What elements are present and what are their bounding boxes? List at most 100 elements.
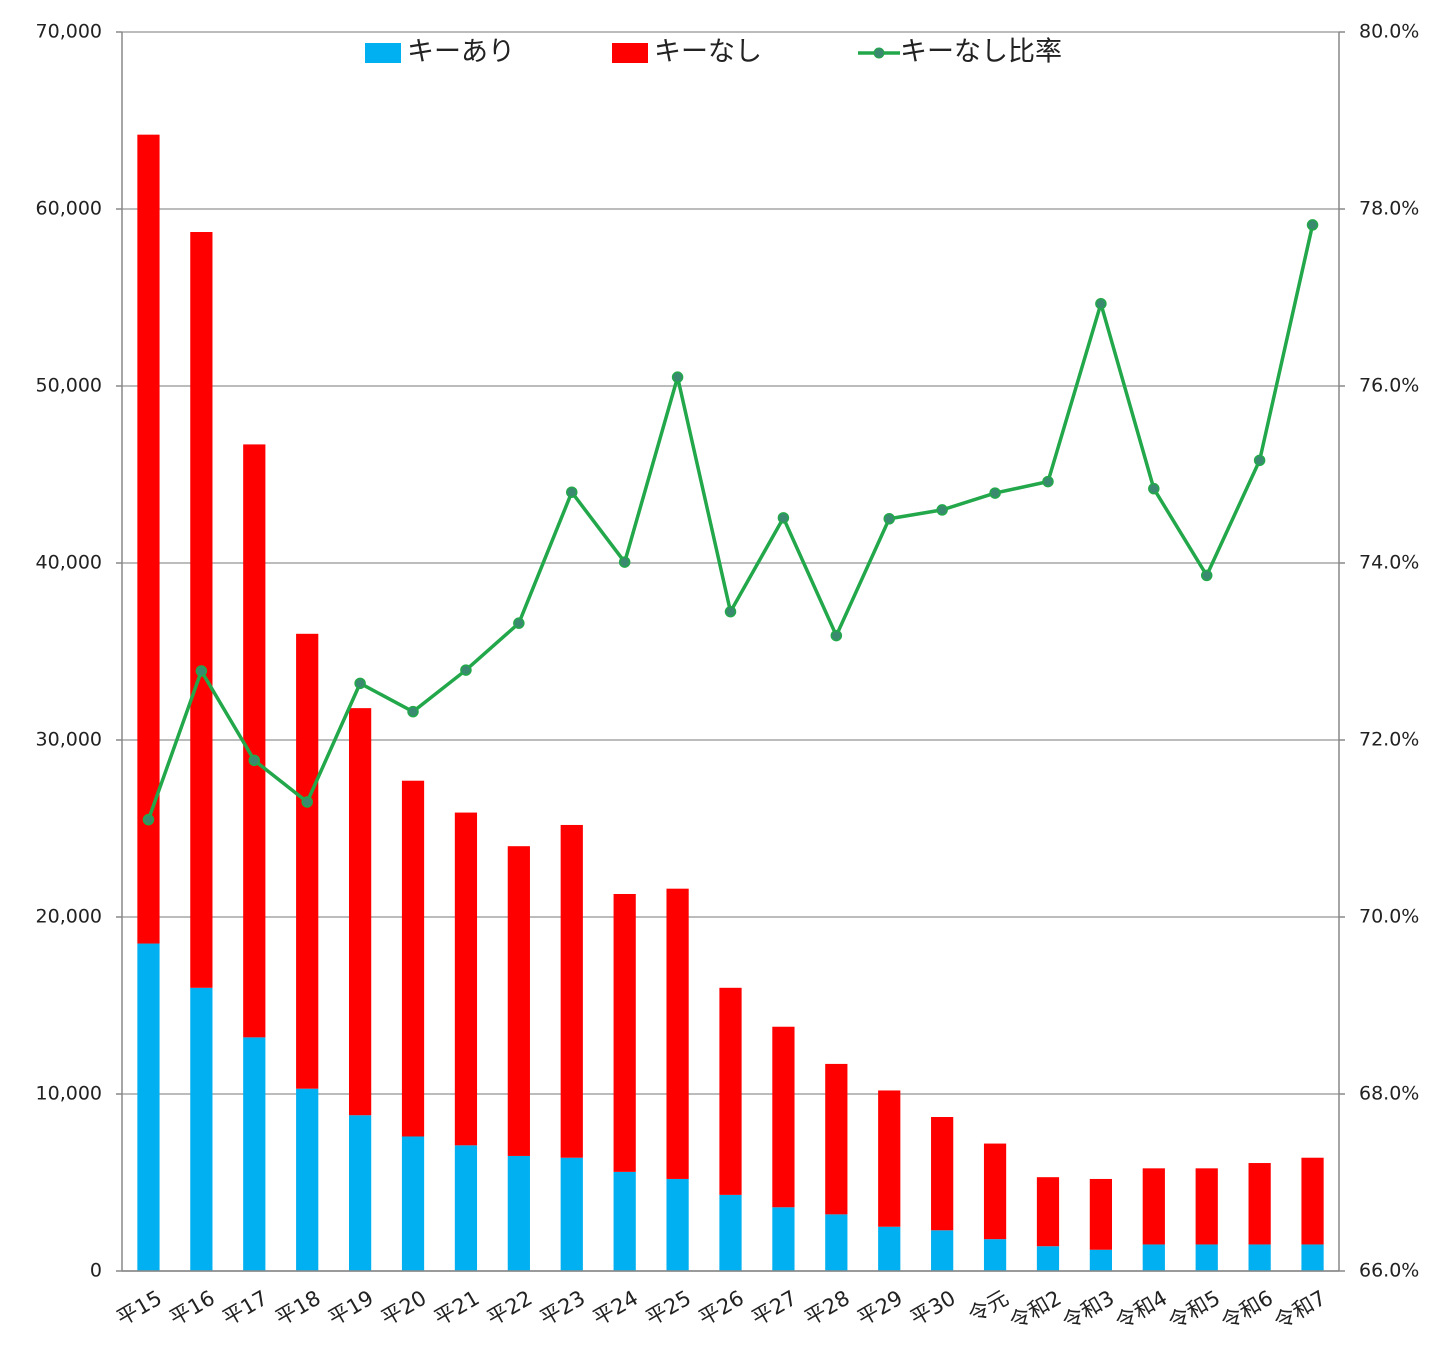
line-marker: [989, 487, 1001, 499]
x-tick-label: 平27: [748, 1286, 801, 1331]
line-marker: [142, 813, 155, 826]
x-tick-label: 平28: [800, 1286, 853, 1331]
bar-segment: [613, 1171, 636, 1271]
line-marker: [195, 665, 208, 677]
x-tick-label: 平19: [324, 1286, 377, 1331]
bar-segment: [825, 1214, 848, 1271]
line-marker: [1148, 482, 1160, 495]
line-marker: [248, 754, 261, 767]
y2-tick-label: 66.0%: [1359, 1260, 1419, 1282]
bar-segment: [296, 1088, 319, 1271]
line-marker: [513, 617, 525, 629]
y2-tick-label: 72.0%: [1359, 729, 1419, 751]
bar-segment: [772, 1026, 795, 1208]
bar-segment: [137, 943, 160, 1271]
bar-segment: [401, 780, 425, 1137]
y-tick-label: 10,000: [36, 1083, 102, 1105]
y2-tick-label: 78.0%: [1359, 198, 1419, 220]
bar-segment: [454, 1145, 478, 1271]
bar-segment: [243, 444, 266, 1038]
x-tick-label: 平24: [589, 1286, 642, 1331]
legend-marker: [873, 47, 885, 59]
x-tick-label: 令元: [964, 1286, 1012, 1328]
line-marker: [883, 513, 895, 525]
x-tick-label: 平22: [483, 1286, 536, 1331]
y-tick-label: 0: [90, 1260, 102, 1282]
line-marker: [777, 512, 790, 524]
legend-swatch: [612, 43, 648, 63]
bar-segment: [1089, 1178, 1113, 1250]
y2-tick-label: 80.0%: [1359, 21, 1419, 43]
line-marker: [724, 605, 737, 618]
bar-segment: [1089, 1249, 1113, 1271]
bar-segment: [560, 824, 583, 1158]
line: [146, 224, 1315, 821]
y-tick-label: 20,000: [36, 906, 102, 928]
bar-segment: [719, 1194, 742, 1271]
x-tick-label: 平20: [377, 1286, 430, 1331]
line-marker: [1042, 475, 1054, 488]
y2-tick-label: 68.0%: [1359, 1083, 1419, 1105]
bar-segment: [137, 134, 160, 944]
bar-segment: [613, 893, 636, 1172]
bar-segment: [190, 232, 213, 988]
bar-segment: [1301, 1157, 1324, 1245]
x-tick-label: 平30: [906, 1286, 959, 1331]
bar-segment: [296, 633, 319, 1089]
bar-segment: [983, 1143, 1007, 1240]
bar-segment: [348, 708, 372, 1116]
line-marker: [1306, 219, 1319, 231]
bar-segment: [666, 888, 689, 1179]
line-marker: [671, 371, 684, 383]
bar-segment: [931, 1117, 954, 1231]
bar-segment: [348, 1115, 372, 1271]
x-tick-label: 令和2: [1006, 1286, 1066, 1334]
bar-segment: [243, 1037, 266, 1271]
y2-tick-label: 70.0%: [1359, 906, 1419, 928]
line-marker: [301, 796, 313, 808]
bar-segment: [878, 1226, 901, 1271]
bar-segment: [719, 987, 742, 1195]
bar-segment: [1248, 1244, 1271, 1271]
bar-segment: [507, 1155, 530, 1271]
line-marker: [618, 556, 631, 568]
bar-segment: [1142, 1168, 1165, 1245]
x-tick-label: 令和6: [1217, 1286, 1277, 1334]
bar-segment: [1142, 1244, 1165, 1271]
x-tick-label: 令和7: [1270, 1286, 1330, 1334]
legend-label: キーなし: [654, 37, 762, 68]
x-tick-label: 平23: [536, 1286, 589, 1331]
bar-segment: [454, 812, 478, 1146]
bar-segment: [401, 1136, 425, 1271]
line-marker: [936, 504, 948, 516]
x-tick-label: 令和5: [1164, 1286, 1224, 1334]
x-tick-label: 平26: [695, 1286, 748, 1331]
x-tick-label: 平16: [166, 1286, 219, 1331]
x-tick-label: 令和3: [1058, 1286, 1118, 1334]
bar-segment: [1036, 1177, 1060, 1247]
y-tick-label: 70,000: [36, 21, 102, 43]
line-marker: [830, 629, 843, 642]
y2-tick-label: 74.0%: [1359, 552, 1419, 574]
x-tick-label: 平15: [113, 1286, 166, 1331]
y-tick-label: 60,000: [36, 198, 102, 220]
y-tick-label: 30,000: [36, 729, 102, 751]
bar-segment: [190, 987, 213, 1271]
line-marker: [1253, 454, 1266, 467]
y2-tick-label: 76.0%: [1359, 375, 1419, 397]
x-tick-label: 平17: [218, 1286, 271, 1331]
x-tick-label: 平29: [853, 1286, 906, 1331]
bar-segment: [1195, 1244, 1218, 1271]
line-marker: [460, 664, 472, 676]
bar-segment: [1301, 1244, 1324, 1271]
legend-label: キーなし比率: [900, 37, 1062, 68]
line-marker: [1200, 569, 1213, 582]
y-tick-label: 50,000: [36, 375, 102, 397]
bar-segment: [1248, 1163, 1271, 1245]
line-marker: [407, 705, 419, 718]
x-tick-label: 令和4: [1111, 1286, 1171, 1334]
x-tick-label: 平25: [642, 1286, 695, 1331]
x-tick-label: 平18: [271, 1286, 324, 1331]
line-marker: [1095, 297, 1107, 310]
